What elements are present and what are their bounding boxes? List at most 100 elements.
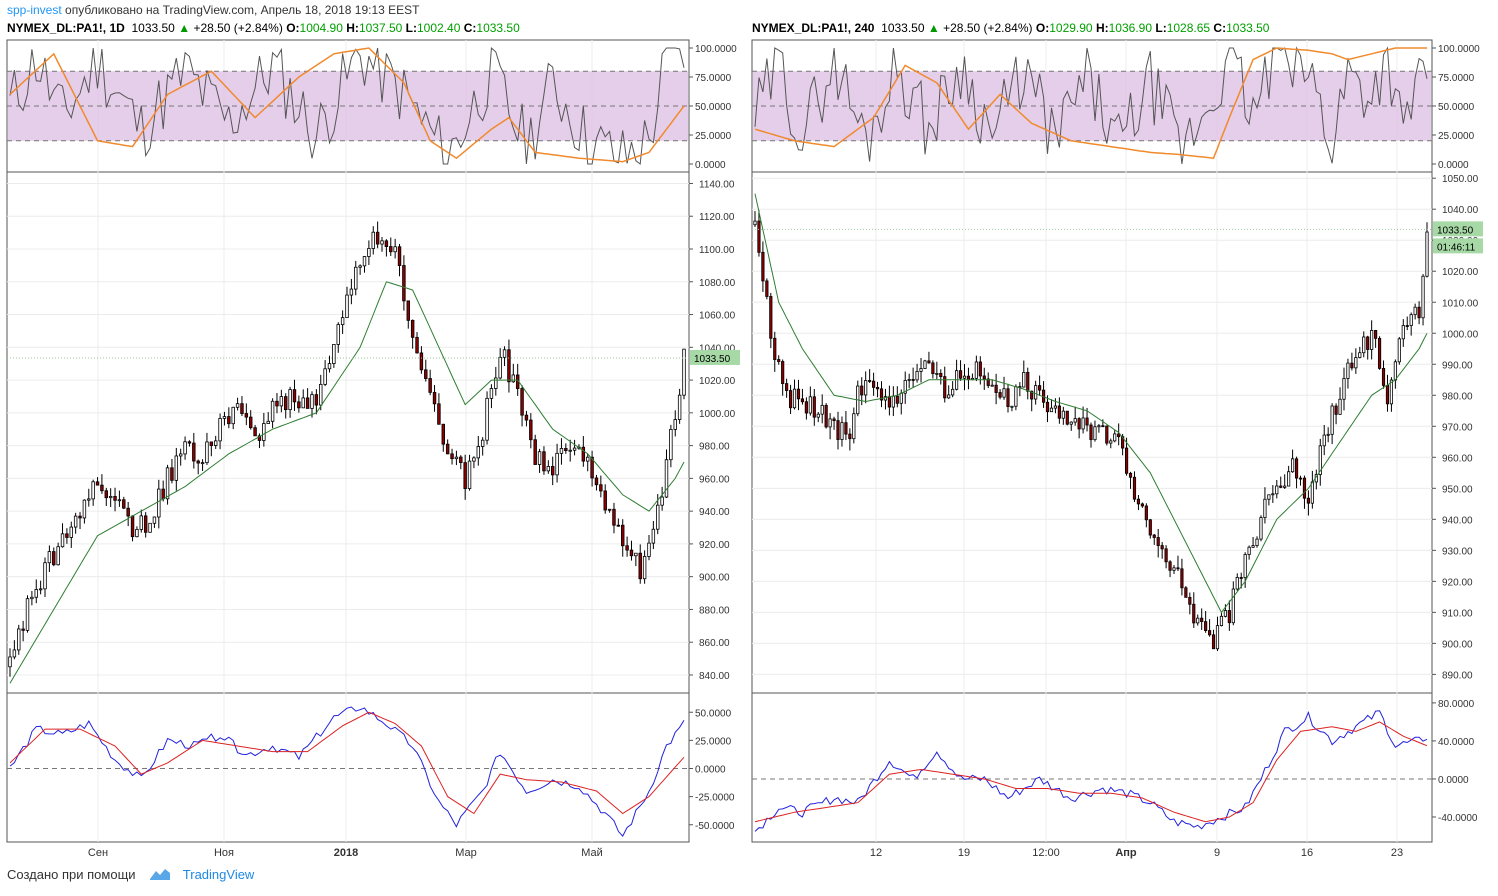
- left-high: 1037.50: [358, 21, 403, 35]
- right-candle: [1294, 456, 1299, 489]
- right-candle-body: [848, 433, 852, 440]
- author-link[interactable]: spp-invest: [7, 3, 62, 17]
- left-candle: [380, 237, 384, 252]
- left-candle: [559, 438, 564, 465]
- left-candle-body: [507, 349, 511, 383]
- left-candle-body: [642, 556, 647, 580]
- right-candle-body: [1188, 596, 1192, 605]
- right-candle: [982, 367, 986, 390]
- left-candle-body: [428, 378, 432, 393]
- left-candle: [550, 456, 555, 486]
- right-candle: [1211, 629, 1216, 650]
- right-candle-body: [1192, 603, 1196, 624]
- left-candle-body: [375, 231, 380, 245]
- right-candle: [1124, 437, 1129, 476]
- right-candle: [1034, 380, 1038, 405]
- right-candle: [1180, 558, 1184, 596]
- left-candle: [520, 385, 524, 427]
- left-candle: [572, 439, 577, 456]
- right-candle-body: [911, 379, 915, 381]
- left-candle: [432, 385, 437, 412]
- left-candle-body: [520, 388, 524, 416]
- right-candle-body: [1298, 477, 1303, 480]
- left-price-axis-label: 1120.00: [699, 212, 735, 223]
- right-candle: [1291, 449, 1295, 473]
- right-candle-body: [1350, 362, 1354, 369]
- left-candle: [629, 540, 634, 561]
- right-candle-body: [1121, 436, 1125, 449]
- right-candle-body: [966, 375, 971, 381]
- right-candle: [1405, 316, 1409, 331]
- left-candle-body: [253, 427, 257, 437]
- right-candle: [1010, 405, 1014, 412]
- right-price-tag-bg: [1433, 221, 1483, 237]
- left-c-label: C:: [463, 21, 477, 35]
- left-candle: [555, 443, 559, 483]
- right-candle: [1366, 335, 1370, 360]
- left-candle-body: [327, 363, 332, 370]
- right-candle: [931, 360, 935, 379]
- right-candle: [1350, 352, 1354, 371]
- left-candle: [187, 440, 192, 447]
- left-candle: [301, 389, 305, 409]
- left-candle-body: [270, 400, 275, 422]
- left-candle: [209, 441, 214, 457]
- left-candle: [410, 319, 415, 349]
- left-price-axis-label: 960.00: [699, 474, 730, 485]
- right-candle: [1140, 502, 1144, 508]
- right-candle-body: [1413, 306, 1417, 316]
- right-candle-body: [1287, 471, 1291, 487]
- right-candle-body: [1322, 434, 1326, 447]
- left-candle: [100, 474, 104, 494]
- right-candle-body: [1362, 336, 1366, 354]
- left-candle: [358, 264, 362, 275]
- left-macd-axis-label: 50.0000: [695, 708, 732, 719]
- tradingview-brand[interactable]: TradingView: [182, 867, 255, 882]
- right-candle-body: [1097, 425, 1101, 428]
- right-candle: [1006, 383, 1010, 413]
- left-candle-body: [677, 394, 682, 420]
- right-candle: [1093, 420, 1097, 442]
- right-candle: [1409, 312, 1413, 336]
- left-candle: [599, 475, 603, 498]
- left-candle-body: [82, 499, 87, 519]
- right-l-label: L:: [1155, 21, 1167, 35]
- right-c-label: C:: [1213, 21, 1227, 35]
- right-candle: [1065, 410, 1069, 426]
- right-candle: [962, 364, 967, 391]
- right-signal-line: [754, 721, 1428, 823]
- left-candle-body: [30, 596, 34, 600]
- left-macd-frame: [6, 692, 690, 843]
- left-candle: [445, 439, 450, 455]
- right-candle: [824, 403, 828, 429]
- right-candle: [1338, 387, 1342, 415]
- right-candle: [757, 210, 761, 257]
- left-candle: [375, 221, 380, 249]
- left-symbol-title: NYMEX_DL:PA1!, 1D 1033.50 ▲ +28.50 (+2.8…: [7, 21, 520, 35]
- right-h-label: H:: [1095, 21, 1109, 35]
- left-candle-body: [12, 649, 17, 658]
- right-candle-body: [1156, 537, 1160, 546]
- right-candle-body: [891, 395, 895, 408]
- left-candle-body: [262, 423, 266, 441]
- left-candle-body: [550, 466, 555, 476]
- right-candle-body: [1073, 418, 1077, 423]
- right-candle: [1283, 474, 1287, 489]
- right-candle-body: [1172, 567, 1176, 571]
- left-signal-line: [9, 711, 685, 815]
- left-candle-body: [533, 439, 537, 465]
- right-candle: [1053, 398, 1058, 414]
- left-candle-body: [459, 456, 463, 464]
- right-candle-body: [1144, 505, 1148, 521]
- right-candle: [840, 416, 844, 447]
- left-candle: [507, 339, 511, 393]
- right-candle-body: [915, 371, 919, 381]
- right-candle: [875, 381, 880, 398]
- right-candle: [1279, 476, 1283, 489]
- right-candle-body: [792, 388, 797, 409]
- right-candle-body: [1409, 314, 1413, 326]
- left-x-axis-label: Сен: [88, 847, 108, 859]
- right-candle-body: [812, 396, 816, 418]
- left-candle-body: [266, 420, 270, 424]
